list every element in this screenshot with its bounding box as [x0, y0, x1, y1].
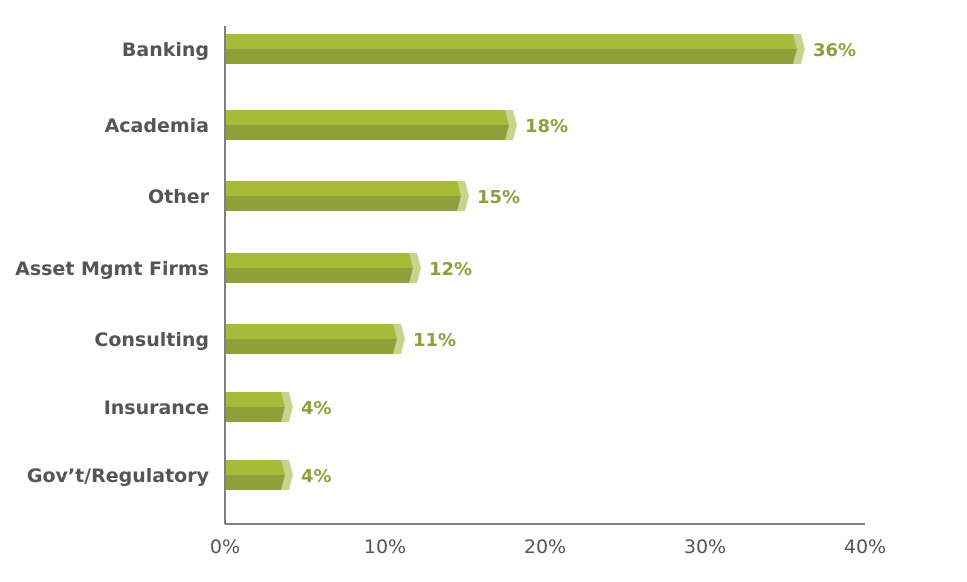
bar-group: Banking 36%	[122, 34, 856, 64]
value-label: 4%	[301, 398, 332, 419]
x-tick-label: 40%	[844, 536, 886, 558]
category-label: Banking	[122, 39, 209, 61]
bar-top-face	[226, 181, 461, 196]
bar-top-face	[226, 253, 413, 268]
category-label: Gov’t/Regulatory	[27, 465, 210, 487]
bar-bottom-face	[226, 475, 285, 490]
category-label: Asset Mgmt Firms	[15, 258, 209, 280]
bar-group: Gov’t/Regulatory 4%	[27, 460, 332, 490]
bar-top-face	[226, 392, 285, 407]
bar-tip	[281, 460, 293, 490]
category-label: Insurance	[104, 397, 209, 419]
bar-group: Consulting 11%	[94, 324, 456, 354]
bar-bottom-face	[226, 49, 797, 64]
category-label: Academia	[105, 115, 209, 137]
value-label: 12%	[429, 259, 472, 280]
bar-bottom-face	[226, 339, 397, 354]
category-label: Other	[148, 186, 210, 208]
bar-tip	[457, 181, 469, 211]
value-label: 15%	[477, 187, 520, 208]
x-tick-label: 30%	[684, 536, 726, 558]
value-label: 18%	[525, 116, 568, 137]
value-label: 11%	[413, 330, 456, 351]
bar-top-face	[226, 110, 509, 125]
bar-tip	[281, 392, 293, 422]
x-tick-label: 10%	[364, 536, 406, 558]
bar-tip	[505, 110, 517, 140]
bar-group: Academia 18%	[105, 110, 568, 140]
x-tick-label: 0%	[210, 536, 240, 558]
bar-group: Other 15%	[148, 181, 520, 211]
x-tick-label: 20%	[524, 536, 566, 558]
bar-tip	[409, 253, 421, 283]
bar-bottom-face	[226, 196, 461, 211]
value-label: 36%	[813, 40, 856, 61]
bar-top-face	[226, 460, 285, 475]
bar-tip	[793, 34, 805, 64]
bar-bottom-face	[226, 268, 413, 283]
bar-bottom-face	[226, 125, 509, 140]
bar-top-face	[226, 324, 397, 339]
bar-top-face	[226, 34, 797, 49]
bar-tip	[393, 324, 405, 354]
value-label: 4%	[301, 466, 332, 487]
category-label: Consulting	[94, 329, 209, 351]
bar-group: Insurance 4%	[104, 392, 332, 422]
bar-group: Asset Mgmt Firms 12%	[15, 253, 472, 283]
bar-bottom-face	[226, 407, 285, 422]
